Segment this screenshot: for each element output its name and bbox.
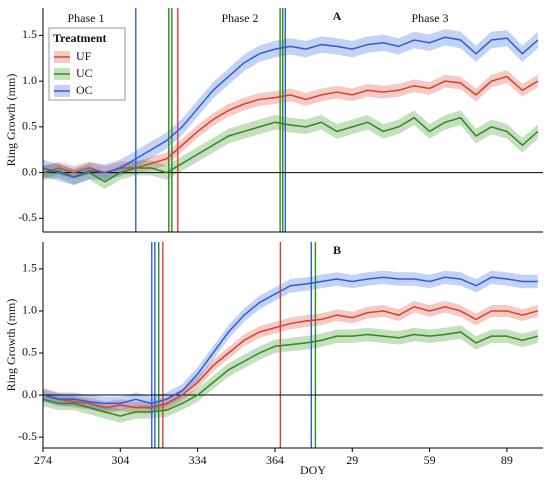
x-tick-label: 364 — [266, 453, 284, 467]
series-line — [43, 36, 539, 178]
x-tick-label: 89 — [501, 453, 513, 467]
series-line — [43, 75, 539, 174]
legend-box — [48, 27, 126, 101]
y-tick-label: 1.5 — [22, 27, 37, 41]
x-tick-label: 334 — [189, 453, 207, 467]
x-tick-label: 29 — [346, 453, 358, 467]
y-tick-label: 1.0 — [22, 73, 37, 87]
y-tick-label: 1.5 — [22, 261, 37, 275]
y-axis-label: Ring Growth (mm) — [4, 299, 18, 392]
y-tick-label: -0.5 — [18, 210, 37, 224]
y-tick-label: -0.5 — [18, 429, 37, 443]
x-tick-label: 304 — [111, 453, 129, 467]
series-line — [43, 331, 539, 417]
x-tick-label: 274 — [34, 453, 52, 467]
y-tick-label: 1.0 — [22, 303, 37, 317]
series-line — [43, 116, 539, 183]
phase-label: Phase 3 — [412, 11, 449, 25]
confidence-band — [43, 270, 538, 411]
panel-label: A — [333, 9, 342, 23]
legend-label: OC — [76, 83, 93, 97]
y-tick-label: 0.5 — [22, 119, 37, 133]
y-axis-label: Ring Growth (mm) — [4, 74, 18, 167]
panel-label: B — [333, 243, 341, 257]
legend-label: UC — [76, 66, 93, 80]
confidence-band — [43, 300, 538, 414]
legend-label: UF — [76, 49, 92, 63]
confidence-band — [43, 110, 538, 190]
x-axis-label: DOY — [300, 463, 326, 477]
series-line — [43, 305, 539, 409]
series-line — [43, 276, 538, 405]
y-tick-label: 0.0 — [22, 387, 37, 401]
y-tick-label: 0.0 — [22, 164, 37, 178]
phase-label: Phase 1 — [68, 11, 105, 25]
confidence-band — [43, 70, 538, 179]
phase-label: Phase 2 — [222, 11, 259, 25]
confidence-band — [43, 29, 538, 186]
legend-title: Treatment — [53, 31, 107, 45]
y-tick-label: 0.5 — [22, 345, 37, 359]
x-tick-label: 59 — [424, 453, 436, 467]
plot — [43, 8, 543, 232]
plot — [43, 242, 543, 448]
